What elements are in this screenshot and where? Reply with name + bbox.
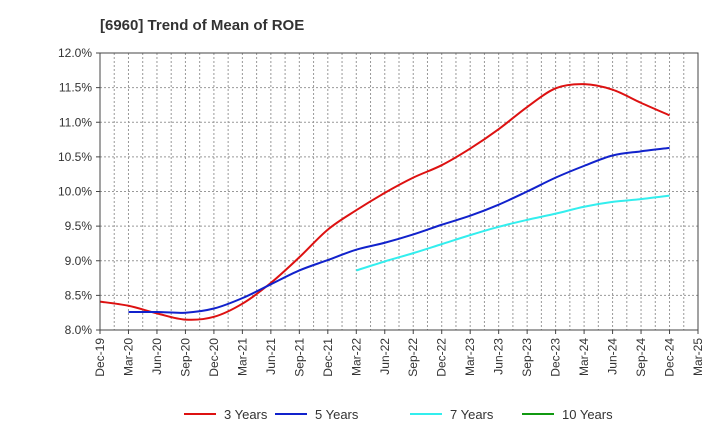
x-tick-label: Sep-20 xyxy=(178,338,192,377)
series-line-3-years xyxy=(99,83,670,321)
x-tick-label: Mar-25 xyxy=(691,338,705,376)
plot-background xyxy=(100,53,698,330)
x-tick-label: Mar-21 xyxy=(235,338,249,376)
y-tick-label: 8.0% xyxy=(65,323,93,337)
y-tick-label: 8.5% xyxy=(65,288,93,302)
y-tick-label: 9.0% xyxy=(65,254,93,268)
x-axis: Dec-19 Mar-20 Jun-20 Sep-20 Dec-20 Mar-21 Jun-… xyxy=(93,330,705,377)
x-tick-label: Mar-22 xyxy=(349,338,363,376)
y-tick-label: 10.5% xyxy=(58,150,92,164)
x-tick-label: Sep-24 xyxy=(634,338,648,377)
series-lines xyxy=(99,83,670,321)
legend-label-10-years: 10 Years xyxy=(562,407,613,422)
y-tick-label: 11.5% xyxy=(59,81,92,95)
x-tick-label: Sep-21 xyxy=(292,338,306,377)
legend: 3 Years 5 Years 7 Years 10 Years xyxy=(184,407,613,422)
x-tick-label: Jun-21 xyxy=(264,338,278,375)
x-tick-label: Jun-20 xyxy=(150,338,164,375)
x-tick-label: Sep-23 xyxy=(520,338,534,377)
x-tick-label: Sep-22 xyxy=(406,338,420,377)
y-tick-label: 11.0% xyxy=(59,115,92,129)
x-tick-label: Jun-22 xyxy=(378,338,392,375)
series-line-5-years xyxy=(128,146,670,314)
y-axis: 8.0% 8.5% 9.0% 9.5% 10.0% 10.5% 11.0% 11.5% 12.0… xyxy=(58,46,100,337)
plot-area xyxy=(99,52,699,331)
legend-label-5-years: 5 Years xyxy=(315,407,359,422)
x-tick-label: Jun-24 xyxy=(606,338,620,375)
x-tick-label: Mar-23 xyxy=(463,338,477,376)
y-tick-label: 12.0% xyxy=(58,46,92,60)
y-tick-label: 9.5% xyxy=(65,219,93,233)
chart-title: [6960] Trend of Mean of ROE xyxy=(100,17,304,34)
x-tick-label: Jun-23 xyxy=(492,338,506,375)
x-tick-label: Mar-24 xyxy=(577,338,591,376)
legend-label-3-years: 3 Years xyxy=(224,407,268,422)
x-tick-label: Dec-20 xyxy=(207,338,221,377)
x-tick-label: Dec-21 xyxy=(321,338,335,377)
x-tick-label: Dec-23 xyxy=(549,338,563,377)
x-tick-label: Dec-22 xyxy=(435,338,449,377)
x-tick-label: Dec-19 xyxy=(93,338,107,377)
legend-label-7-years: 7 Years xyxy=(450,407,494,422)
x-tick-label: Dec-24 xyxy=(663,338,677,377)
series-line-7-years xyxy=(355,194,670,272)
y-tick-label: 10.0% xyxy=(58,185,92,199)
x-tick-label: Mar-20 xyxy=(121,338,135,376)
